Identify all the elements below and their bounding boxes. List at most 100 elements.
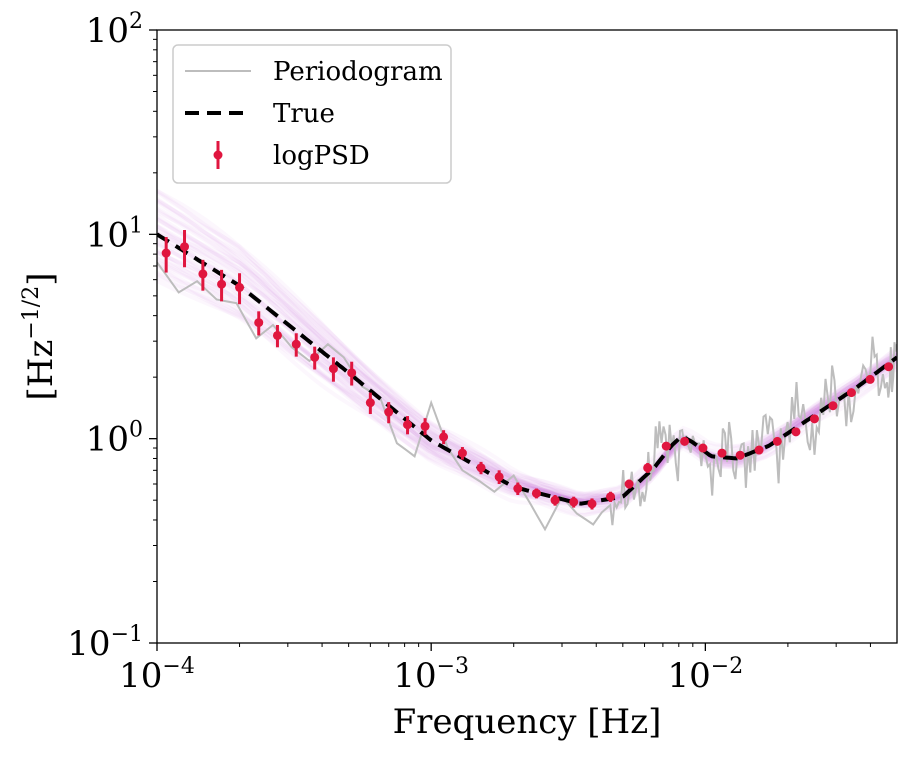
- logpsd-marker: [365, 398, 375, 408]
- legend-entry: logPSD: [213, 141, 370, 171]
- y-tick-label: 101: [86, 213, 143, 255]
- legend-label: Periodogram: [273, 57, 443, 87]
- logpsd-point: [661, 441, 671, 451]
- y-axis-label: [Hz−1/2]: [19, 273, 61, 401]
- logpsd-marker: [384, 407, 394, 417]
- logpsd-point: [291, 333, 301, 357]
- logpsd-point: [865, 374, 875, 384]
- logpsd-point: [439, 430, 449, 445]
- logpsd-point: [180, 230, 190, 268]
- logpsd-point: [735, 450, 745, 460]
- logpsd-marker: [717, 448, 727, 458]
- logpsd-point: [791, 427, 801, 437]
- logpsd-point: [680, 436, 690, 446]
- logpsd-point: [403, 416, 413, 435]
- logpsd-marker: [476, 463, 486, 473]
- logpsd-marker: [569, 497, 579, 507]
- logpsd-marker: [254, 318, 264, 328]
- logpsd-marker: [328, 364, 338, 374]
- logpsd-point: [513, 482, 523, 496]
- logpsd-point: [272, 324, 282, 348]
- posterior-sample-line: [157, 217, 897, 496]
- logpsd-marker: [587, 499, 597, 509]
- logpsd-marker: [310, 352, 320, 362]
- logpsd-point: [569, 496, 579, 508]
- logpsd-point: [161, 237, 171, 273]
- logpsd-point: [550, 495, 560, 506]
- logpsd-point: [420, 418, 430, 436]
- logpsd-point: [235, 273, 245, 305]
- logpsd-marker: [884, 362, 894, 372]
- logpsd-marker: [846, 388, 856, 398]
- x-tick-label: 10−4: [119, 654, 195, 696]
- legend-label: True: [273, 99, 335, 129]
- logpsd-point: [254, 311, 264, 336]
- logpsd-point: [217, 269, 227, 302]
- logpsd-marker: [772, 436, 782, 446]
- logpsd-marker: [809, 414, 819, 424]
- axes-frame: [156, 29, 898, 644]
- logpsd-marker: [420, 421, 430, 431]
- logpsd-point: [365, 392, 375, 415]
- logpsd-point: [531, 488, 541, 499]
- logpsd-point: [606, 491, 616, 502]
- logpsd-point: [772, 436, 782, 446]
- logpsd-point: [310, 346, 320, 370]
- logpsd-marker: [403, 420, 413, 430]
- logpsd-point: [494, 470, 504, 484]
- logpsd-marker: [180, 242, 190, 252]
- logpsd-marker: [235, 282, 245, 292]
- y-tick-label: 10−1: [67, 622, 143, 664]
- logpsd-point: [198, 259, 208, 291]
- logpsd-point: [624, 479, 634, 489]
- axes: 10−4 10−3 10−2 10−1 100 101 102 Frequency [Hz] […: [19, 9, 898, 742]
- logpsd-marker: [754, 445, 764, 455]
- logpsd-point: [717, 448, 727, 458]
- logpsd-point: [328, 357, 338, 382]
- logpsd-point: [698, 443, 708, 453]
- logpsd-point: [809, 414, 819, 424]
- legend-box: [172, 44, 452, 184]
- legend-label: logPSD: [273, 141, 370, 171]
- logpsd-point: [828, 401, 838, 411]
- logpsd-point: [347, 361, 357, 386]
- logpsd-point: [754, 445, 764, 455]
- logpsd-marker: [698, 443, 708, 453]
- x-axis-label: Frequency [Hz]: [393, 702, 662, 742]
- plot-area: [157, 188, 897, 532]
- logpsd-point: [643, 463, 653, 473]
- logpsd-marker: [457, 448, 467, 458]
- logpsd-point: [476, 461, 486, 475]
- logpsd-marker: [680, 436, 690, 446]
- logpsd-marker: [661, 441, 671, 451]
- x-tick-label: 10−2: [668, 654, 744, 696]
- posterior-sample-line: [157, 216, 897, 501]
- logpsd-marker: [550, 495, 560, 505]
- legend: Periodogram True logPSD: [172, 44, 452, 184]
- logpsd-point: [846, 388, 856, 398]
- logpsd-marker: [291, 339, 301, 349]
- logpsd-marker: [606, 492, 616, 502]
- legend-entry: True: [185, 99, 335, 129]
- logpsd-marker: [439, 432, 449, 442]
- logpsd-marker: [494, 472, 504, 482]
- x-tick-label: 10−3: [393, 654, 469, 696]
- logpsd-marker: [828, 401, 838, 411]
- y-tick-label: 100: [86, 418, 143, 460]
- legend-logpsd-marker: [213, 150, 223, 160]
- logpsd-marker: [272, 330, 282, 340]
- posterior-sample-line: [157, 279, 897, 502]
- logpsd-marker: [531, 488, 541, 498]
- logpsd-marker: [735, 450, 745, 460]
- logpsd-point: [457, 447, 467, 460]
- logpsd-marker: [347, 368, 357, 378]
- logpsd-point: [384, 402, 394, 424]
- logpsd-marker: [198, 269, 208, 279]
- logpsd-marker: [791, 427, 801, 437]
- y-tick-label: 102: [86, 9, 143, 51]
- logpsd-marker: [865, 374, 875, 384]
- logpsd-marker: [643, 463, 653, 473]
- logpsd-marker: [161, 248, 171, 258]
